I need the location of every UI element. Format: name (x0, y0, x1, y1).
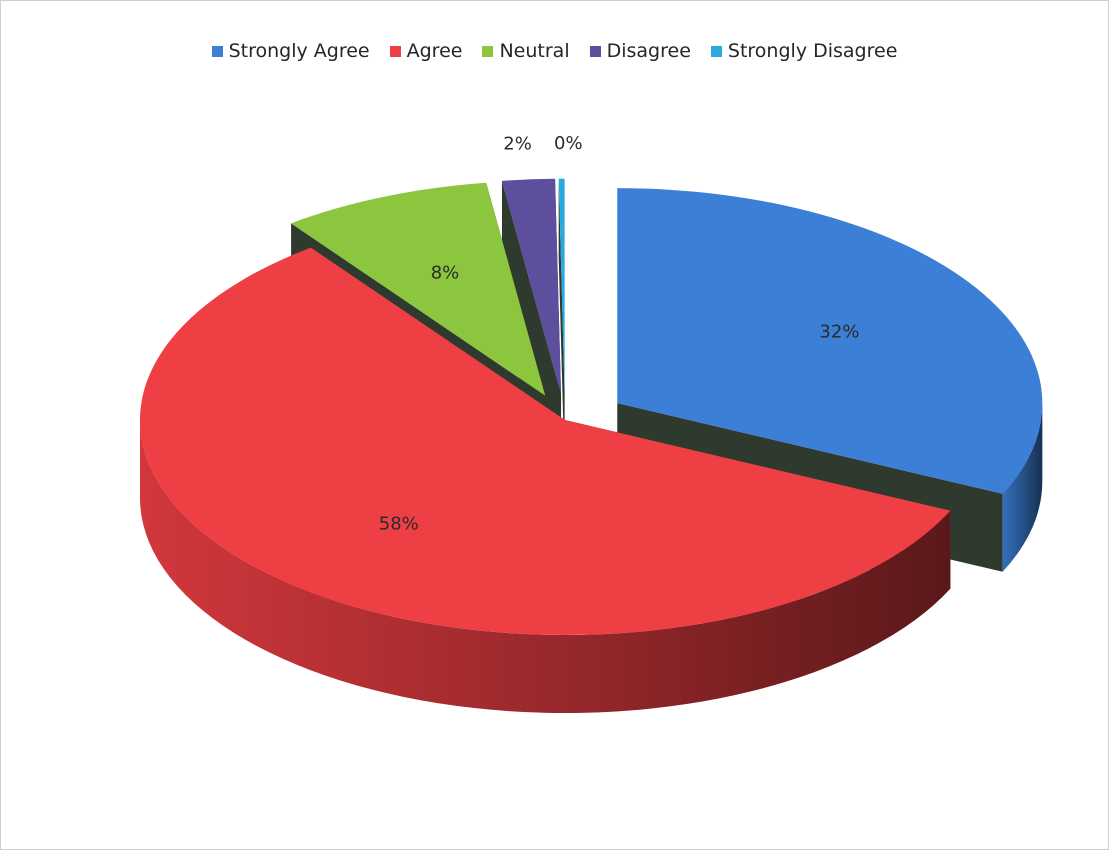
legend-swatch-strongly-disagree (710, 45, 722, 57)
slice-cut-wall-disagree-0 (501, 180, 562, 472)
legend-swatch-agree (389, 45, 401, 57)
pie-data-labels: 32% 58% 8% 2% 0% (379, 133, 860, 535)
legend-swatch-strongly-agree (211, 45, 223, 57)
legend-label-strongly-agree: Strongly Agree (228, 40, 370, 62)
legend-swatch-neutral (482, 45, 494, 57)
slice-cut-wall-strongly-disagree-0 (558, 178, 565, 472)
legend-item-disagree[interactable]: Disagree (589, 40, 691, 62)
data-label-strongly-agree: 32% (819, 321, 859, 342)
legend-item-strongly-agree[interactable]: Strongly Agree (211, 40, 370, 62)
chart-legend: Strongly Agree Agree Neutral Disagree St… (0, 36, 1109, 66)
data-label-agree: 58% (379, 513, 419, 534)
slice-side-shade-agree (140, 420, 951, 714)
data-label-strongly-disagree: 0% (554, 133, 583, 154)
legend-item-agree[interactable]: Agree (389, 40, 463, 62)
slice-side-shade-strongly-agree (1002, 403, 1043, 572)
data-label-disagree: 2% (503, 134, 532, 155)
data-label-neutral: 8% (431, 262, 460, 283)
legend-label-neutral: Neutral (499, 40, 570, 62)
legend-label-agree: Agree (406, 40, 463, 62)
slice-neutral[interactable] (291, 182, 546, 396)
slice-strongly-disagree[interactable] (558, 178, 565, 394)
legend-item-strongly-disagree[interactable]: Strongly Disagree (710, 40, 898, 62)
slice-strongly-agree[interactable] (617, 188, 1043, 494)
legend-item-neutral[interactable]: Neutral (482, 40, 570, 62)
legend-swatch-disagree (589, 45, 601, 57)
slice-disagree[interactable] (501, 178, 562, 394)
legend-label-strongly-disagree: Strongly Disagree (727, 40, 898, 62)
legend-label-disagree: Disagree (606, 40, 691, 62)
pie-top-faces (139, 178, 1043, 636)
slice-agree[interactable] (139, 247, 951, 636)
